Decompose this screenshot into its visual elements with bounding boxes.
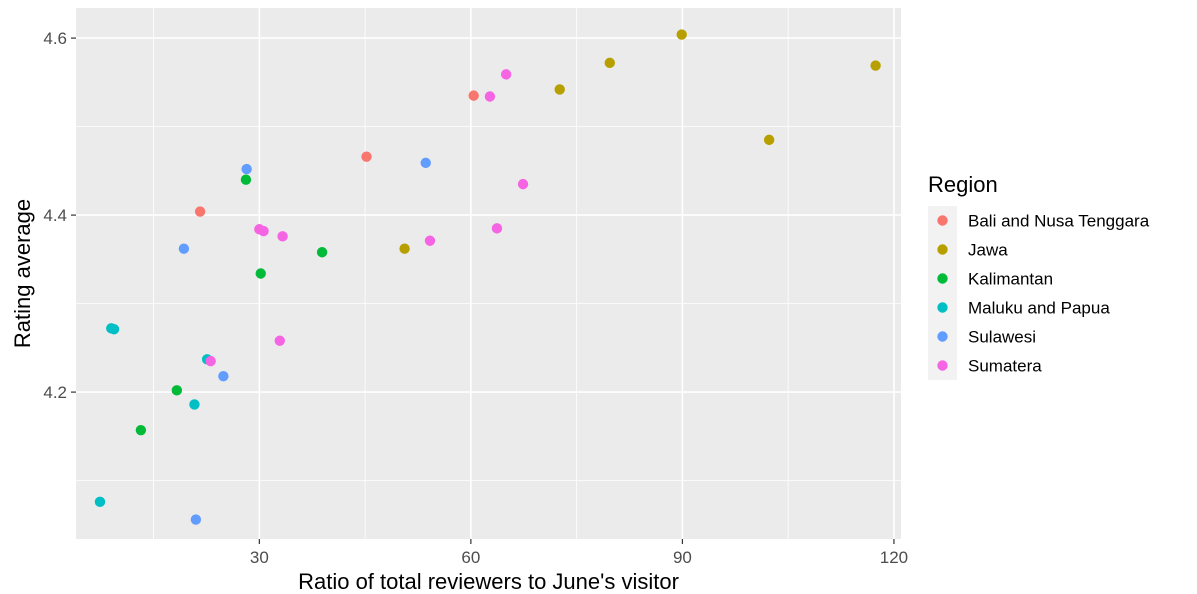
data-point [399,243,410,254]
legend-entry-label: Kalimantan [968,270,1053,289]
data-point [205,355,216,367]
legend-entry-label: Maluku and Papua [968,299,1110,318]
data-point [218,370,229,382]
legend-entry-label: Sumatera [968,357,1042,376]
legend-key-swatch [937,215,948,226]
data-point [870,60,881,71]
minor-gridlines [76,8,901,539]
x-tick-label: 120 [880,548,908,567]
data-point [274,335,285,346]
y-tick-label: 4.4 [43,206,67,225]
data-point [189,399,200,410]
data-point [171,385,183,396]
data-point [676,29,687,40]
legend-key-swatch [937,302,948,313]
legend-key-swatch [937,360,948,371]
legend-key-swatch [937,244,948,255]
legend-title: Region [928,172,998,197]
legend-key-swatch [937,331,948,342]
legend: Region Bali and Nusa Tenggara Jawa Kaliman… [928,172,1150,380]
data-point [491,223,503,234]
data-points [94,29,881,525]
data-point [316,247,328,258]
data-point [94,496,106,508]
data-point [135,424,147,436]
data-point [241,163,252,175]
data-point [484,91,496,102]
major-gridlines [76,8,901,539]
x-tick-label: 90 [673,548,692,567]
data-point [277,231,288,242]
legend-entry-label: Sulawesi [968,328,1036,347]
x-tick-label: 30 [250,548,269,567]
data-point [194,206,206,217]
legend-entry-label: Jawa [968,241,1008,260]
y-axis-tick-labels: 4.2 4.4 4.6 [43,29,67,402]
data-point [763,134,775,146]
x-axis-title: Ratio of total reviewers to June's visit… [298,569,679,594]
legend-key-swatch [937,273,948,284]
plot-panel [76,8,901,539]
y-axis-title: Rating average [10,199,35,348]
data-point [500,69,512,80]
x-tick-label: 60 [461,548,480,567]
data-point [361,151,372,162]
data-point [424,235,436,246]
data-point [240,174,252,185]
data-point [108,324,120,335]
y-tick-label: 4.6 [43,29,67,48]
data-point [468,90,479,101]
y-tick-label: 4.2 [43,383,67,402]
legend-items: Bali and Nusa Tenggara Jawa Kalimantan Malu… [928,206,1150,380]
data-point [517,178,529,190]
x-axis-tick-labels: 30 60 90 120 [250,548,908,567]
data-point [178,243,190,254]
data-point [420,157,431,169]
data-point [190,514,202,525]
data-point [255,268,266,279]
legend-entry-label: Bali and Nusa Tenggara [968,212,1150,231]
data-point [554,84,565,95]
data-point [604,57,615,69]
data-point [258,225,269,237]
axis-ticks [71,37,895,544]
